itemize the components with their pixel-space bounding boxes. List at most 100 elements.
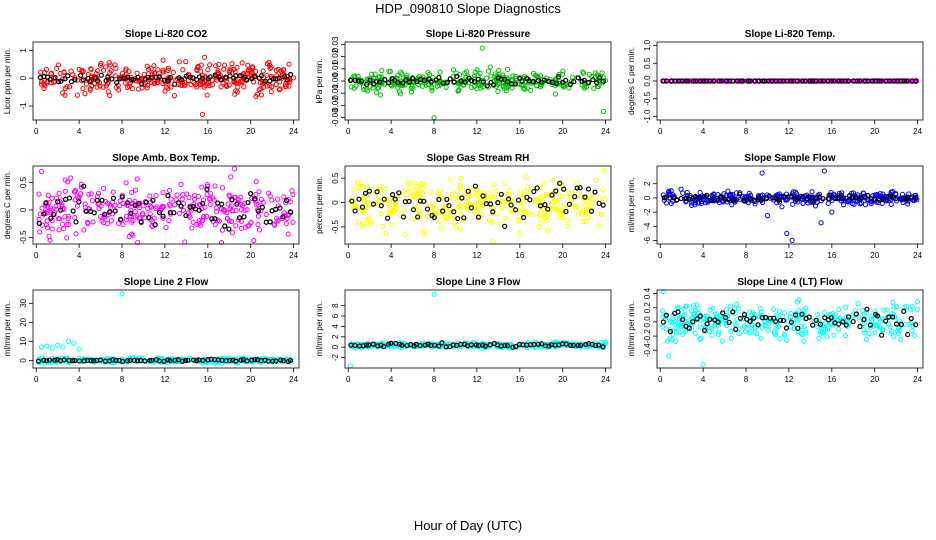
reference-point [459,195,465,201]
chart-title: Slope Line 3 Flow [436,277,521,288]
data-point [273,67,279,74]
x-tick-label: 16 [827,375,836,384]
data-point [74,203,81,209]
reference-point [156,74,163,80]
reference-point [55,199,61,205]
data-point [249,195,255,201]
y-tick-label: -1.0 [643,109,652,123]
data-point [196,218,202,224]
reference-point [738,78,744,84]
data-point [182,239,188,245]
data-point [914,299,921,305]
data-point [53,203,59,209]
data-point [736,331,742,337]
data-point [389,221,395,228]
x-tick-label: 16 [515,251,524,260]
data-point [481,195,487,201]
data-point [281,194,287,200]
data-point [191,201,197,207]
x-tick-label: 16 [203,251,212,260]
data-point [436,209,443,215]
data-point [139,210,146,217]
reference-point [827,192,833,198]
data-point [218,84,224,90]
data-point [283,83,289,89]
data-point [728,193,734,199]
data-point [814,78,821,84]
data-point [160,57,166,63]
reference-point [800,78,806,84]
data-point [278,68,284,74]
y-tick-label: -0.5 [331,220,340,234]
data-point [500,83,506,89]
data-point [831,332,837,338]
data-point [112,73,118,79]
chart-title: Slope Line 2 Flow [124,277,209,288]
data-point [505,66,511,72]
data-point [784,196,790,203]
data-point [221,66,227,72]
data-point [517,230,523,236]
chart-panel-6: Slope Sample Flow ml/min per min. 0 4 8 12 16 2… [627,153,924,260]
reference-point [376,79,383,85]
data-point [108,218,115,224]
data-point [397,91,404,97]
data-point [474,192,480,198]
reference-point [41,211,47,217]
data-point [776,199,783,205]
reference-point [747,78,753,84]
reference-point [597,75,603,81]
reference-point [436,196,442,203]
chart-title: Slope Amb. Box Temp. [112,153,220,164]
outlier-point [44,343,50,349]
reference-point [498,191,504,197]
reference-point [55,79,62,85]
data-point [790,201,796,207]
reference-point [51,211,57,218]
data-point [149,79,155,86]
reference-point [222,223,228,229]
data-point [274,215,280,221]
reference-point [765,78,772,84]
reference-point [794,78,801,84]
reference-point [249,357,255,363]
reference-point [131,357,138,364]
reference-point [756,195,762,201]
data-point [195,64,201,70]
reference-point [581,77,587,83]
data-point [430,203,436,209]
data-point [487,64,493,70]
reference-point [410,207,417,213]
data-point [421,228,427,235]
data-point [49,207,55,213]
data-point [194,68,200,74]
reference-point [531,188,537,195]
reference-point [718,193,724,200]
reference-point [846,193,853,199]
reference-point [696,195,702,201]
reference-point [251,74,257,80]
data-point [198,68,204,74]
data-point [536,224,542,230]
data-point [104,220,111,227]
outlier-point [60,344,66,350]
data-point [463,199,469,206]
data-point [379,67,385,74]
reference-point [475,76,481,82]
reference-point [128,210,134,216]
y-tick-label: -0.5 [643,91,652,105]
data-point [484,75,490,81]
data-point [267,65,273,72]
reference-point [530,78,537,85]
data-point [781,310,788,316]
data-point [816,335,822,342]
data-point [556,71,562,78]
reference-point [355,78,361,84]
data-point [62,85,68,92]
data-point [545,227,551,233]
reference-point [196,207,202,213]
x-tick-label: 12 [160,251,169,260]
data-point [451,220,457,226]
data-point [89,198,95,204]
data-point [103,83,109,89]
